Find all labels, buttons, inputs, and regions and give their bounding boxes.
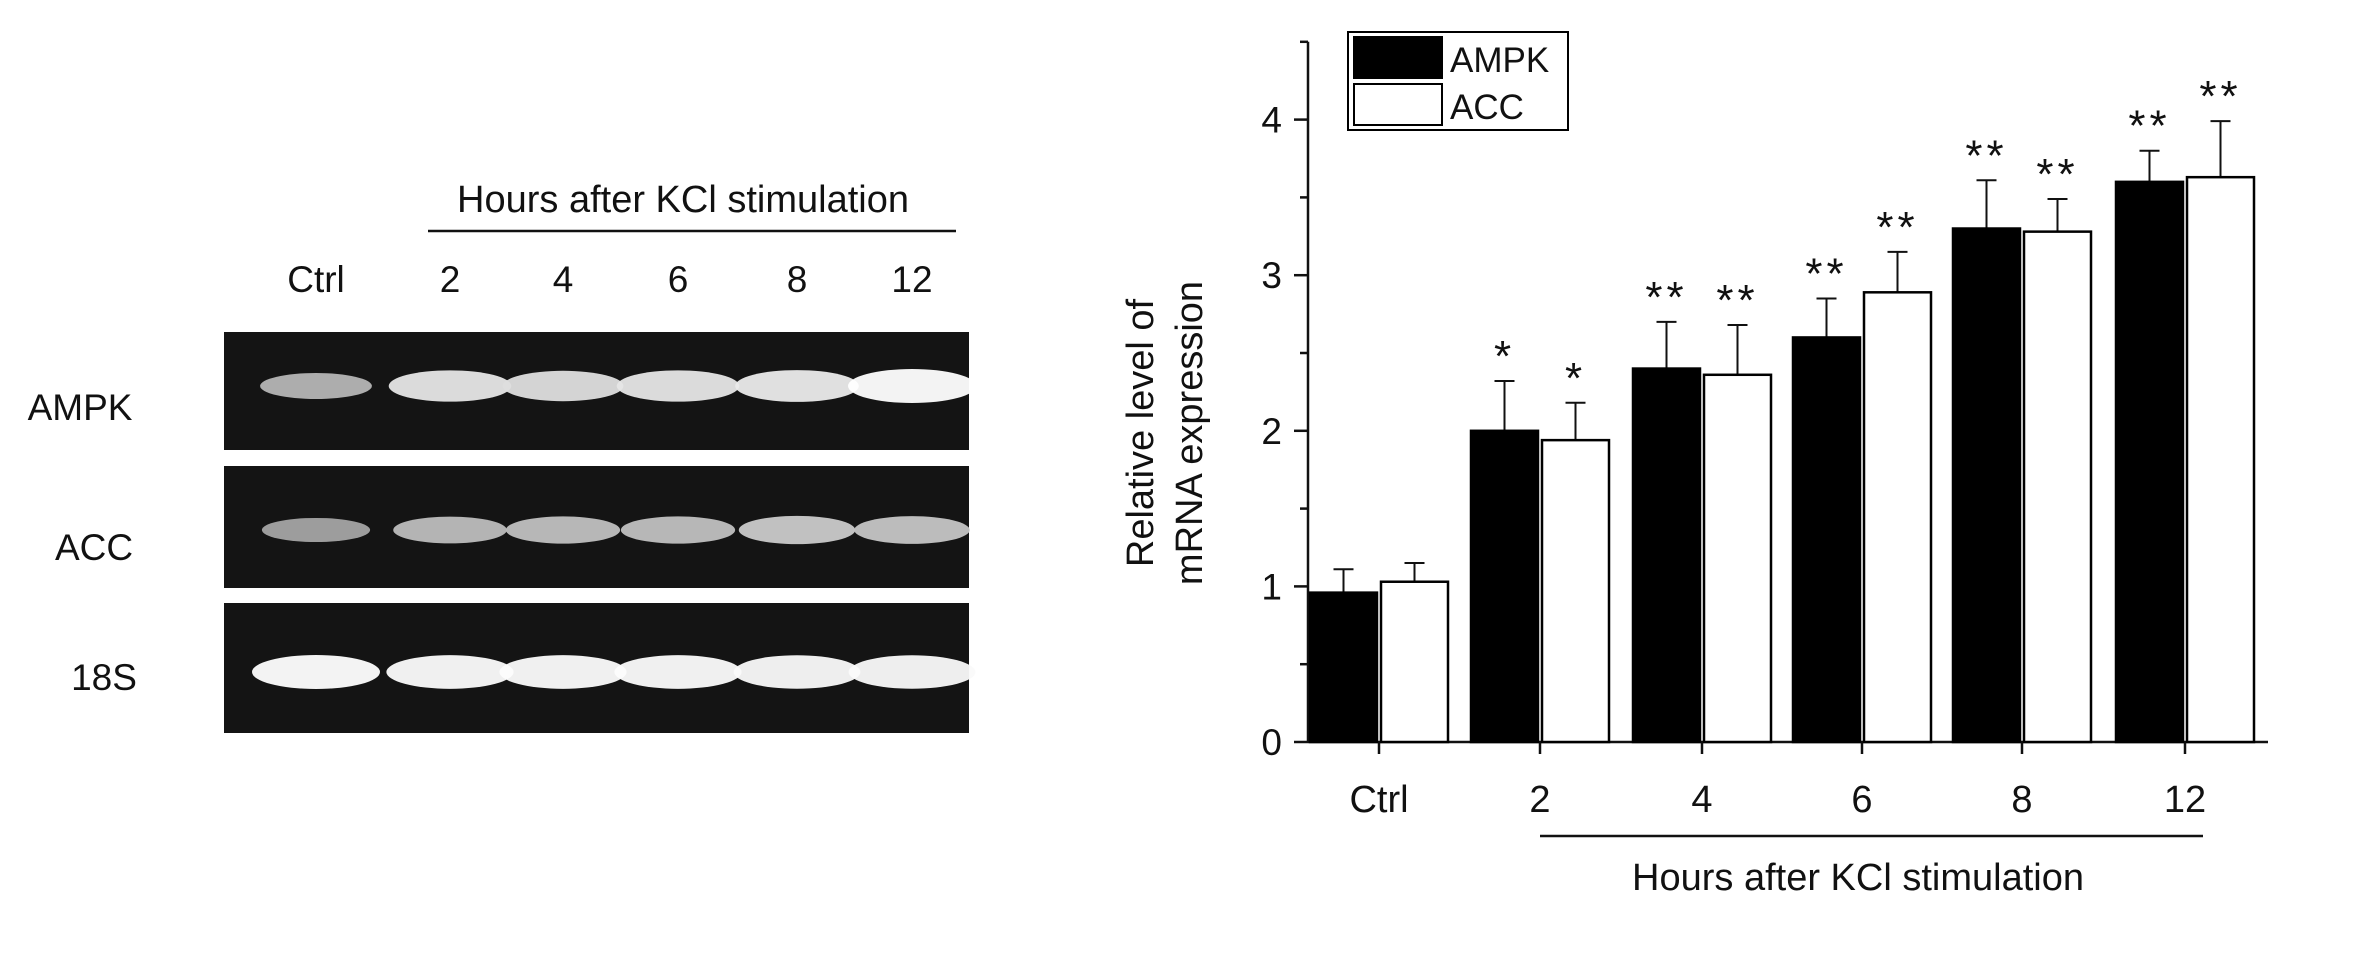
gel-band (848, 655, 976, 689)
x-tick-label: 8 (2011, 779, 2032, 821)
x-tick-label: 6 (1851, 779, 1872, 821)
significance-mark: ** (1876, 203, 1918, 252)
significance-mark: ** (2199, 72, 2241, 121)
significance-mark: ** (1645, 273, 1687, 322)
gel-lane-label: 4 (553, 259, 574, 300)
gel-band (738, 515, 856, 545)
gel-header: Hours after KCl stimulation (457, 179, 909, 221)
significance-mark: ** (2036, 150, 2078, 199)
y-tick-label: 4 (1261, 100, 1282, 141)
legend-label-acc: ACC (1450, 88, 1524, 127)
bar-acc (2185, 175, 2256, 744)
significance-mark: * (1565, 354, 1586, 403)
gel-band (386, 655, 514, 689)
gel-panel: Hours after KCl stimulation Ctrl 2 4 6 8… (28, 179, 976, 733)
bar-ampk (1308, 591, 1379, 744)
gel-band (854, 516, 970, 544)
bars (1308, 120, 2256, 744)
significance-mark: * (1494, 332, 1515, 381)
gel-lane-label: 12 (891, 259, 932, 300)
gel-band (848, 369, 976, 403)
gel-band (388, 370, 512, 402)
y-tick-label: 3 (1261, 255, 1282, 296)
legend: AMPK ACC (1347, 31, 1569, 131)
gel-band (499, 655, 627, 689)
bar-ampk (1791, 336, 1862, 744)
bar-acc (1379, 580, 1450, 744)
legend-label-ampk: AMPK (1450, 41, 1549, 80)
axes (1294, 40, 2268, 754)
y-tick-label: 2 (1261, 411, 1282, 452)
gel-band (505, 516, 621, 544)
significance-mark: ** (2128, 102, 2170, 151)
legend-box (1347, 31, 1569, 131)
significance-mark: ** (1965, 131, 2007, 180)
x-tick-label: 12 (2164, 779, 2206, 821)
bar-acc (1540, 438, 1611, 744)
gel-bands (252, 369, 976, 689)
gel-row-label-18s: 18S (71, 657, 137, 698)
x-tick-label: 2 (1529, 779, 1550, 821)
gel-band (614, 655, 742, 689)
gel-band (616, 370, 740, 402)
bar-ampk (1469, 429, 1540, 744)
gel-band (735, 370, 859, 402)
bar-ampk (2114, 180, 2185, 744)
bar-acc (1702, 373, 1773, 744)
x-axis-label: Hours after KCl stimulation (1632, 857, 2084, 899)
gel-lane-label: 8 (787, 259, 808, 300)
gel-band (620, 516, 736, 544)
gel-row-label-ampk: AMPK (28, 387, 133, 428)
gel-band (261, 517, 371, 543)
gel-band (733, 655, 861, 689)
gel-row-label-acc: ACC (55, 527, 133, 568)
gel-band (252, 655, 380, 689)
gel-band (502, 370, 624, 402)
legend-swatch-ampk (1353, 36, 1443, 79)
y-tick-label: 1 (1261, 566, 1282, 607)
legend-swatch-acc (1353, 83, 1443, 126)
significance-mark: ** (1716, 276, 1758, 325)
bar-ampk (1951, 227, 2022, 744)
bar-acc (1862, 291, 1933, 744)
gel-band (260, 373, 372, 399)
x-tick-label: Ctrl (1349, 779, 1408, 821)
bar-ampk (1631, 367, 1702, 744)
gel-lane-label: Ctrl (287, 259, 345, 300)
significance-mark: ** (1805, 250, 1847, 299)
bar-acc (2022, 230, 2093, 744)
bar-chart: Relative level of mRNA expression 01234C… (1120, 31, 2268, 899)
y-axis-label-line2: mRNA expression (1169, 281, 1211, 585)
y-tick-label: 0 (1261, 722, 1282, 763)
gel-band (393, 516, 507, 544)
x-tick-label: 4 (1691, 779, 1712, 821)
gel-lane-label: 6 (668, 259, 689, 300)
y-axis-label-line1: Relative level of (1120, 298, 1162, 567)
gel-lane-label: 2 (440, 259, 461, 300)
